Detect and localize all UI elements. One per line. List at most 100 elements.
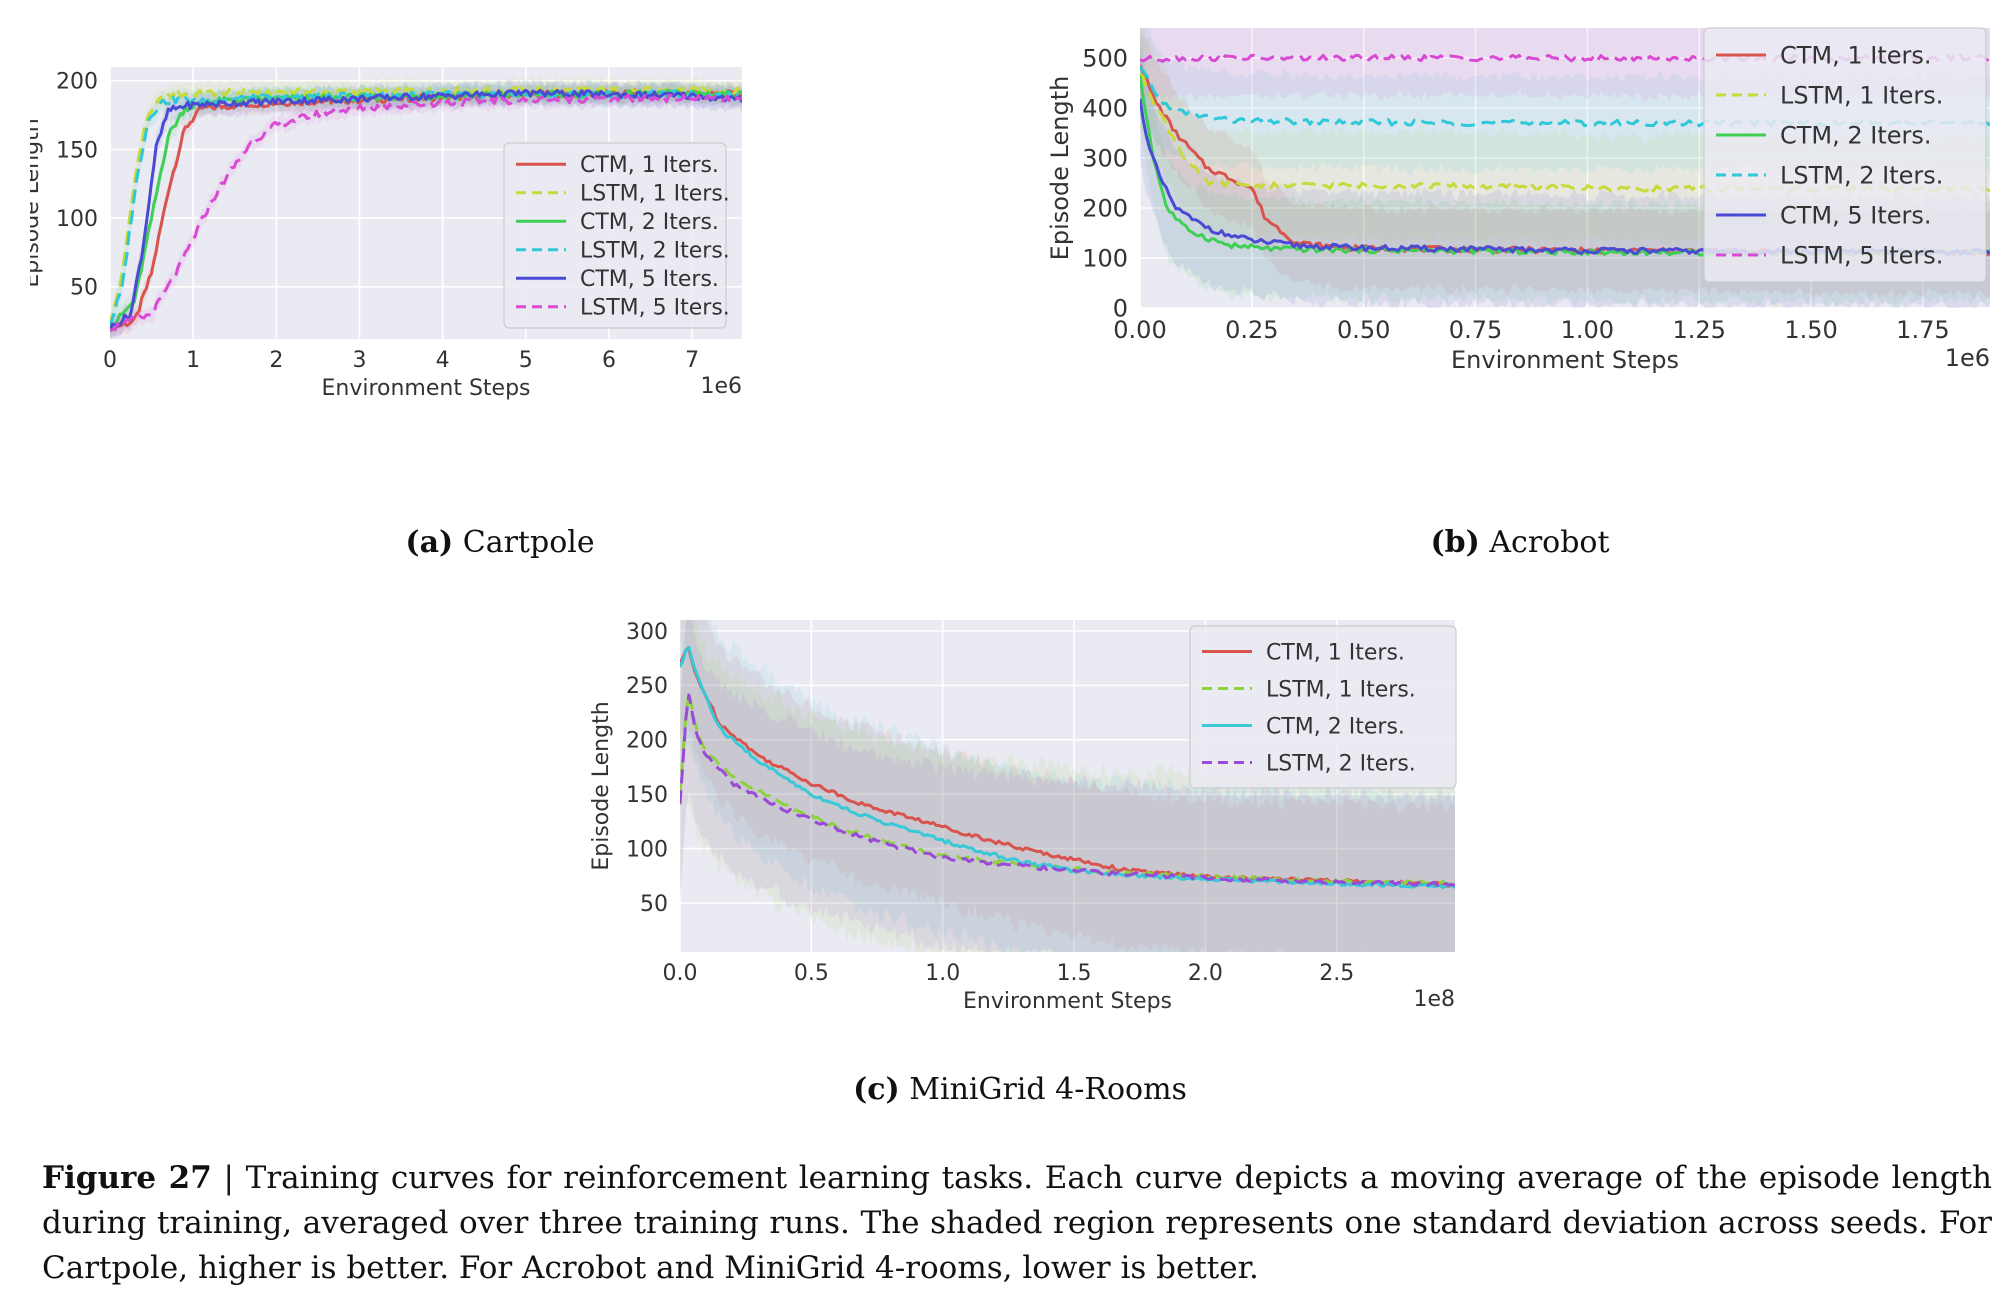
legend-entry-label: LSTM, 5 Iters. bbox=[1780, 242, 1943, 270]
series-group bbox=[110, 75, 742, 339]
std-band bbox=[680, 620, 1455, 952]
x-scale-label: 1e8 bbox=[1413, 987, 1455, 1012]
x-axis-label: Environment Steps bbox=[1451, 346, 1679, 374]
legend: CTM, 1 Iters. LSTM, 1 Iters. CTM, 2 Iters.… bbox=[1189, 625, 1457, 789]
series-line bbox=[110, 93, 742, 333]
series-group bbox=[680, 620, 1455, 952]
x-tick-label: 1.25 bbox=[1672, 316, 1725, 344]
x-tick-label: 0.5 bbox=[794, 961, 829, 986]
x-tick-label: 0.75 bbox=[1449, 316, 1502, 344]
cartpole-chart: 50 100 150 200 0 1 2 3 4 5 6 7 Environment Steps 1e6 E… bbox=[30, 67, 742, 401]
subcaption-acrobot: (b) Acrobot bbox=[1320, 525, 1720, 560]
legend-entry-label: CTM, 1 Iters. bbox=[1780, 42, 1932, 70]
legend-entry-label: LSTM, 5 Iters. bbox=[580, 296, 730, 321]
y-tick-label: 400 bbox=[1082, 95, 1128, 123]
y-tick-label: 50 bbox=[640, 892, 668, 917]
x-tick-label: 0.50 bbox=[1337, 316, 1390, 344]
subcaption-title: MiniGrid 4-Rooms bbox=[909, 1072, 1187, 1107]
acrobot-chart: 0 100 200 300 400 500 0.00 0.25 0.50 0.75 1.00 1.25… bbox=[1046, 27, 1990, 374]
subcaption-tag: (c) bbox=[853, 1072, 900, 1107]
y-tick-label: 200 bbox=[56, 70, 98, 95]
legend: CTM, 1 Iters. LSTM, 1 Iters. CTM, 2 Iters.… bbox=[503, 142, 730, 329]
legend-box bbox=[1189, 625, 1457, 789]
std-band bbox=[680, 620, 1455, 952]
y-axis-label: Episode Length bbox=[1046, 76, 1074, 261]
x-tick-label: 0.00 bbox=[1113, 316, 1166, 344]
std-band bbox=[110, 78, 742, 339]
legend-entry-label: LSTM, 2 Iters. bbox=[1266, 751, 1416, 776]
y-tick-label: 100 bbox=[626, 838, 668, 863]
legend-entry-label: LSTM, 2 Iters. bbox=[1780, 162, 1943, 190]
subcaption-minigrid: (c) MiniGrid 4-Rooms bbox=[820, 1072, 1220, 1107]
subcaption-tag: (a) bbox=[405, 525, 454, 560]
x-axis-label: Environment Steps bbox=[963, 989, 1172, 1014]
subcaption-title: Acrobot bbox=[1489, 525, 1610, 560]
y-tick-label: 200 bbox=[626, 729, 668, 754]
legend-entry-label: CTM, 5 Iters. bbox=[1780, 202, 1932, 230]
legend-entry-label: CTM, 2 Iters. bbox=[1266, 714, 1405, 739]
y-tick-label: 50 bbox=[70, 276, 98, 301]
caption-separator: | bbox=[211, 1160, 246, 1196]
legend-entry-label: LSTM, 2 Iters. bbox=[580, 239, 730, 264]
x-tick-label: 7 bbox=[685, 348, 699, 373]
x-scale-label: 1e6 bbox=[1945, 344, 1990, 372]
y-axis-label: Episode Length bbox=[30, 118, 44, 287]
y-tick-label: 150 bbox=[626, 783, 668, 808]
series-line bbox=[1140, 65, 1990, 128]
legend-entry-label: CTM, 1 Iters. bbox=[1266, 640, 1405, 665]
legend-entry-label: CTM, 2 Iters. bbox=[1780, 122, 1932, 150]
y-axis-label: Episode Length bbox=[589, 701, 614, 870]
legend-entry-label: CTM, 1 Iters. bbox=[580, 153, 719, 178]
minigrid-chart-panel: 50 100 150 200 250 300 0.0 0.5 1.0 1.5 2.0 2.5 Envir… bbox=[570, 612, 1470, 1062]
legend-entry-label: CTM, 2 Iters. bbox=[580, 210, 719, 235]
legend: CTM, 1 Iters. LSTM, 1 Iters. CTM, 2 Iters.… bbox=[1703, 27, 1987, 283]
legend-box bbox=[503, 142, 727, 329]
x-tick-label: 1.0 bbox=[925, 961, 960, 986]
minigrid-chart: 50 100 150 200 250 300 0.0 0.5 1.0 1.5 2.0 2.5 Envir… bbox=[589, 620, 1457, 1014]
series-line bbox=[680, 693, 1455, 887]
caption-text: Training curves for reinforcement learni… bbox=[42, 1160, 1992, 1286]
x-tick-label: 0.0 bbox=[663, 961, 698, 986]
y-tick-label: 150 bbox=[56, 138, 98, 163]
subcaption-cartpole: (a) Cartpole bbox=[300, 525, 700, 560]
x-scale-label: 1e6 bbox=[700, 374, 742, 399]
legend-entry-label: LSTM, 1 Iters. bbox=[1780, 82, 1943, 110]
y-tick-label: 100 bbox=[56, 207, 98, 232]
y-tick-label: 250 bbox=[626, 674, 668, 699]
x-tick-label: 1 bbox=[186, 348, 200, 373]
figure-caption: Figure 27 | Training curves for reinforc… bbox=[42, 1156, 1992, 1291]
y-tick-label: 0 bbox=[1113, 295, 1128, 323]
y-tick-label: 100 bbox=[1082, 245, 1128, 273]
x-tick-label: 2.5 bbox=[1319, 961, 1354, 986]
legend-box bbox=[1703, 27, 1987, 283]
x-tick-label: 2.0 bbox=[1188, 961, 1223, 986]
x-axis-label: Environment Steps bbox=[321, 376, 530, 401]
x-tick-label: 4 bbox=[436, 348, 450, 373]
figure-number: Figure 27 bbox=[42, 1160, 212, 1196]
y-tick-label: 500 bbox=[1082, 45, 1128, 73]
subcaption-tag: (b) bbox=[1430, 525, 1480, 560]
x-tick-label: 2 bbox=[269, 348, 283, 373]
series-line bbox=[110, 88, 742, 331]
series-line bbox=[680, 691, 1455, 887]
legend-entry-label: LSTM, 1 Iters. bbox=[580, 182, 730, 207]
acrobot-chart-panel: 0 100 200 300 400 500 0.00 0.25 0.50 0.75 1.00 1.25… bbox=[1030, 20, 2005, 515]
std-band bbox=[680, 620, 1455, 952]
x-tick-label: 1.75 bbox=[1896, 316, 1949, 344]
series-line bbox=[680, 648, 1455, 888]
x-tick-label: 0.25 bbox=[1225, 316, 1278, 344]
x-tick-label: 0 bbox=[103, 348, 117, 373]
x-tick-label: 1.50 bbox=[1784, 316, 1837, 344]
x-tick-label: 3 bbox=[352, 348, 366, 373]
x-tick-label: 1.5 bbox=[1057, 961, 1092, 986]
legend-entry-label: LSTM, 1 Iters. bbox=[1266, 677, 1416, 702]
std-band bbox=[680, 620, 1455, 952]
x-tick-label: 6 bbox=[602, 348, 616, 373]
y-tick-label: 300 bbox=[1082, 145, 1128, 173]
subcaption-title: Cartpole bbox=[462, 525, 595, 560]
y-tick-label: 300 bbox=[626, 620, 668, 645]
y-tick-label: 200 bbox=[1082, 195, 1128, 223]
x-tick-label: 5 bbox=[519, 348, 533, 373]
std-band bbox=[110, 75, 742, 339]
